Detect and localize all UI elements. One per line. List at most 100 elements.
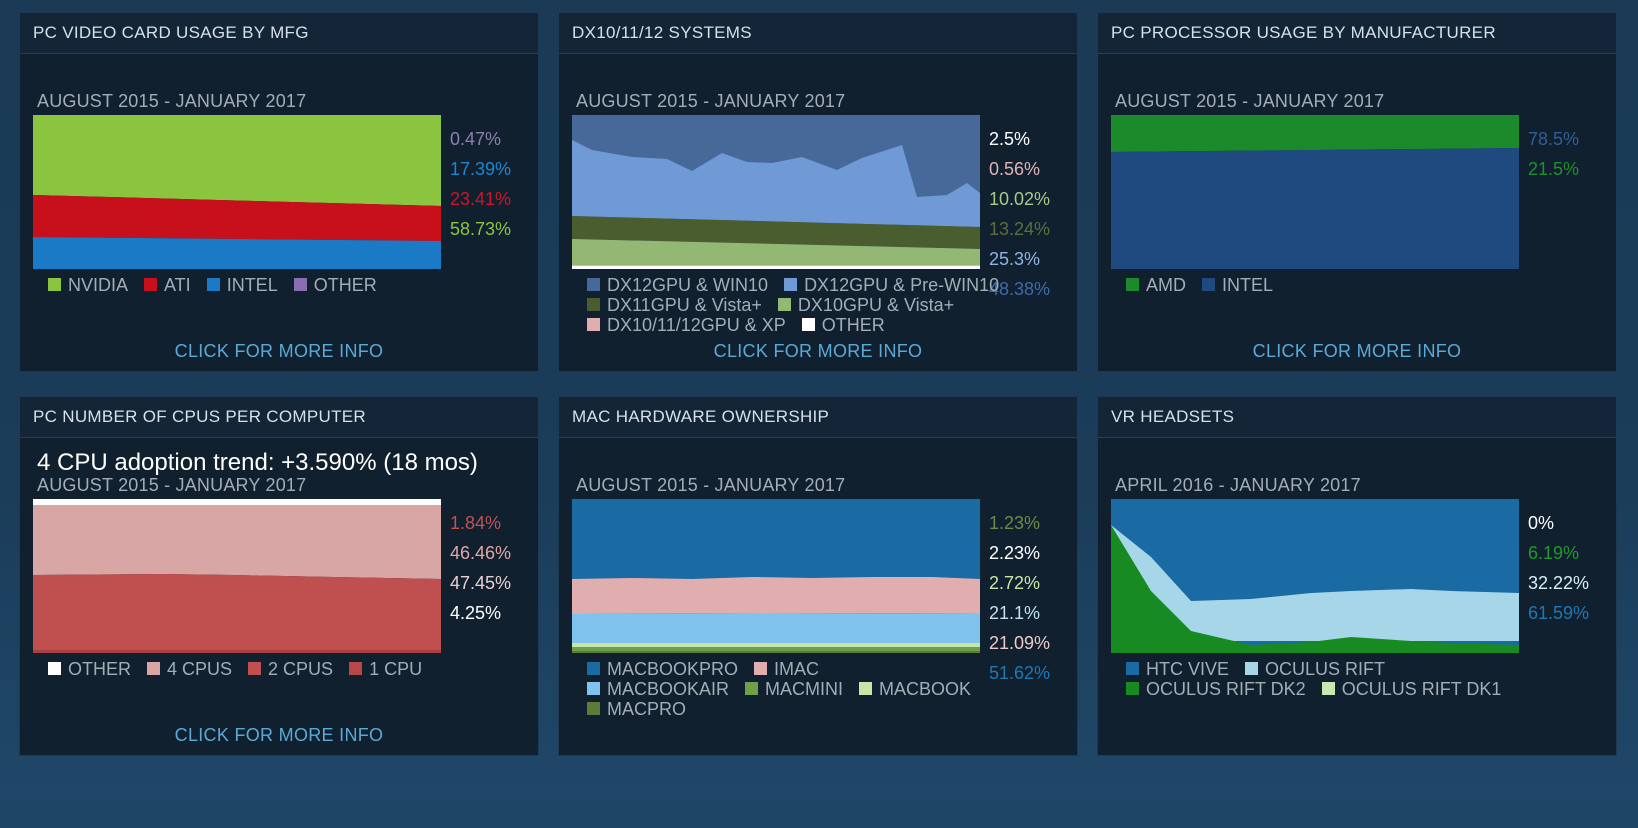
panel-vr: VR HEADSETS APRIL 2016 - JANUARY 2017 0%… bbox=[1097, 396, 1617, 756]
panel-cpus: PC NUMBER OF CPUS PER COMPUTER 4 CPU ado… bbox=[19, 396, 539, 756]
panel-title: PC NUMBER OF CPUS PER COMPUTER bbox=[20, 397, 538, 438]
more-info-link[interactable]: CLICK FOR MORE INFO bbox=[1252, 341, 1462, 361]
period-label: AUGUST 2015 - JANUARY 2017 bbox=[576, 475, 846, 495]
legend-item[interactable]: OCULUS RIFT DK2 bbox=[1126, 679, 1306, 700]
trend-label: 4 CPU adoption trend: +3.590% (18 mos) bbox=[37, 449, 478, 476]
swatch bbox=[784, 278, 798, 291]
legend-item[interactable]: MACBOOK bbox=[859, 679, 971, 700]
value-label: 1.23% bbox=[989, 513, 1041, 533]
one-cpu-area bbox=[33, 650, 441, 653]
legend-item[interactable]: INTEL bbox=[1202, 275, 1273, 296]
period-label: AUGUST 2015 - JANUARY 2017 bbox=[37, 475, 307, 495]
more-info-link[interactable]: CLICK FOR MORE INFO bbox=[174, 341, 384, 361]
macbookpro-area bbox=[572, 499, 980, 579]
legend-item[interactable]: MACPRO bbox=[587, 699, 686, 720]
legend-item[interactable]: DX10/11/12GPU & XP bbox=[587, 315, 786, 336]
xp-area bbox=[572, 265, 980, 266]
value-label: 51.62% bbox=[989, 663, 1051, 683]
swatch bbox=[777, 298, 791, 311]
swatch bbox=[48, 662, 61, 675]
area-chart[interactable] bbox=[572, 115, 980, 269]
swatch bbox=[587, 702, 600, 715]
swatch bbox=[801, 318, 815, 331]
swatch bbox=[587, 318, 600, 331]
bottom-strip bbox=[0, 800, 1638, 828]
panel-title: VR HEADSETS bbox=[1098, 397, 1616, 438]
legend-item[interactable]: MACMINI bbox=[745, 679, 843, 700]
value-label: 58.73% bbox=[450, 219, 512, 239]
legend-item[interactable]: MACBOOKAIR bbox=[587, 679, 729, 700]
oculus-dk2-area bbox=[1111, 525, 1519, 653]
value-label: 23.41% bbox=[450, 189, 512, 209]
dx10-area bbox=[572, 239, 980, 266]
panel-video-card: PC VIDEO CARD USAGE BY MFG AUGUST 2015 -… bbox=[19, 12, 539, 372]
area-chart[interactable] bbox=[572, 499, 980, 653]
legend-item[interactable]: OCULUS RIFT bbox=[1245, 659, 1385, 680]
swatch bbox=[1126, 682, 1139, 695]
legend-item[interactable]: 1 CPU bbox=[349, 659, 422, 680]
value-label: 2.72% bbox=[989, 573, 1041, 593]
area-chart[interactable] bbox=[33, 115, 441, 269]
swatch bbox=[1321, 682, 1335, 695]
value-label: 32.22% bbox=[1528, 573, 1590, 593]
legend-item[interactable]: INTEL bbox=[206, 275, 278, 296]
legend-item[interactable]: DX12GPU & WIN10 bbox=[587, 275, 768, 296]
legend-item[interactable]: DX11GPU & Vista+ bbox=[587, 295, 762, 316]
legend-item[interactable]: IMAC bbox=[754, 659, 819, 680]
panel-title: DX10/11/12 SYSTEMS bbox=[559, 13, 1077, 54]
imac-area bbox=[572, 577, 980, 614]
area-chart[interactable] bbox=[1111, 499, 1519, 653]
ati-area bbox=[33, 195, 441, 241]
area-chart[interactable] bbox=[1111, 115, 1519, 269]
legend-item[interactable]: HTC VIVE bbox=[1126, 659, 1229, 680]
value-label: 6.19% bbox=[1528, 543, 1580, 563]
value-label: 4.25% bbox=[450, 603, 502, 623]
intel-area bbox=[1111, 148, 1519, 269]
dx12-prewin10-area bbox=[572, 140, 980, 227]
other-area bbox=[33, 499, 441, 505]
swatch bbox=[206, 278, 220, 291]
macpro-area bbox=[572, 651, 980, 653]
swatch bbox=[147, 662, 160, 675]
legend-item[interactable]: AMD bbox=[1126, 275, 1186, 296]
period-label: AUGUST 2015 - JANUARY 2017 bbox=[576, 91, 846, 111]
swatch bbox=[587, 278, 600, 291]
value-label: 21.09% bbox=[989, 633, 1051, 653]
more-info-link[interactable]: CLICK FOR MORE INFO bbox=[713, 341, 923, 361]
value-label: 46.46% bbox=[450, 543, 512, 563]
swatch bbox=[754, 662, 768, 675]
value-label: 10.02% bbox=[989, 189, 1051, 209]
panel-processor: PC PROCESSOR USAGE BY MANUFACTURER AUGUS… bbox=[1097, 12, 1617, 372]
swatch bbox=[1126, 662, 1139, 675]
amd-area bbox=[1111, 115, 1519, 152]
swatch bbox=[745, 682, 759, 695]
panel-title: PC PROCESSOR USAGE BY MANUFACTURER bbox=[1098, 13, 1616, 54]
legend-item[interactable]: MACBOOKPRO bbox=[587, 659, 738, 680]
legend-item[interactable]: ATI bbox=[144, 275, 191, 296]
legend-item[interactable]: OTHER bbox=[293, 275, 377, 296]
legend-item[interactable]: DX12GPU & Pre-WIN10 bbox=[784, 275, 999, 296]
other-area bbox=[572, 266, 980, 269]
more-info-link[interactable]: CLICK FOR MORE INFO bbox=[174, 725, 384, 745]
legend-item[interactable]: 2 CPUS bbox=[248, 659, 333, 680]
legend-item[interactable]: OCULUS RIFT DK1 bbox=[1321, 679, 1501, 700]
swatch bbox=[248, 662, 262, 675]
value-label: 0.56% bbox=[989, 159, 1041, 179]
area-chart[interactable] bbox=[33, 499, 441, 653]
value-label: 21.1% bbox=[989, 603, 1041, 623]
two-cpus-area bbox=[33, 574, 441, 650]
panel-title: MAC HARDWARE OWNERSHIP bbox=[559, 397, 1077, 438]
value-label: 78.5% bbox=[1528, 129, 1580, 149]
macmini-area bbox=[572, 647, 980, 651]
value-label: 2.23% bbox=[989, 543, 1041, 563]
legend-item[interactable]: OTHER bbox=[48, 659, 131, 680]
panel-mac: MAC HARDWARE OWNERSHIP AUGUST 2015 - JAN… bbox=[558, 396, 1078, 756]
value-label: 0.47% bbox=[450, 129, 502, 149]
swatch bbox=[144, 278, 158, 291]
value-label: 21.5% bbox=[1528, 159, 1580, 179]
legend-item[interactable]: OTHER bbox=[801, 315, 885, 336]
period-label: AUGUST 2015 - JANUARY 2017 bbox=[1115, 91, 1385, 111]
legend-item[interactable]: DX10GPU & Vista+ bbox=[777, 295, 954, 316]
legend-item[interactable]: NVIDIA bbox=[48, 275, 128, 296]
legend-item[interactable]: 4 CPUS bbox=[147, 659, 232, 680]
